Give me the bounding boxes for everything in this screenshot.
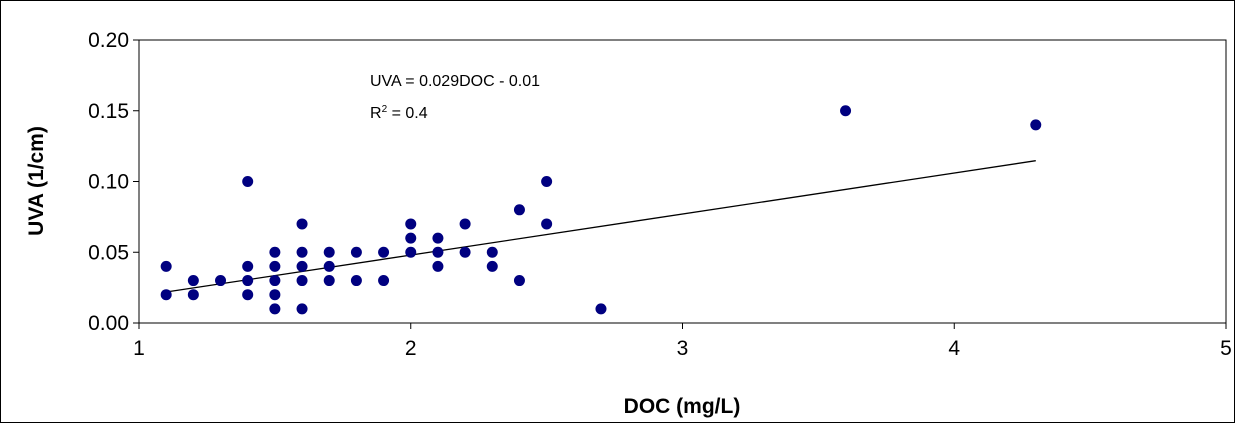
data-point xyxy=(160,289,172,301)
data-point xyxy=(242,176,254,187)
data-point xyxy=(459,218,471,230)
data-point xyxy=(296,260,308,272)
data-point xyxy=(350,275,362,287)
y-axis-ticks: 0.00 0.05 0.10 0.15 0.20 xyxy=(88,29,139,335)
x-tick-label: 5 xyxy=(1220,337,1232,360)
data-point xyxy=(840,105,852,117)
data-point xyxy=(405,246,417,258)
data-point xyxy=(432,260,444,272)
data-point xyxy=(269,275,281,287)
data-points xyxy=(160,105,1042,315)
y-tick-label: 0.10 xyxy=(88,171,129,194)
data-point xyxy=(486,260,498,272)
data-point xyxy=(595,303,607,315)
data-point xyxy=(541,218,553,230)
data-point xyxy=(187,275,199,287)
trendline-r-squared: R2 = 0.4 xyxy=(370,104,428,122)
data-point xyxy=(269,246,281,258)
data-point xyxy=(323,246,335,258)
data-point xyxy=(432,246,444,258)
x-tick-label: 3 xyxy=(677,337,689,360)
data-point xyxy=(269,289,281,301)
data-point xyxy=(296,303,308,315)
r2-value: = 0.4 xyxy=(387,105,428,122)
y-tick-label: 0.20 xyxy=(88,29,129,52)
data-point xyxy=(459,246,471,258)
data-point xyxy=(378,246,390,258)
data-point xyxy=(242,275,254,287)
data-point xyxy=(269,303,281,315)
trendline-layer xyxy=(166,160,1036,293)
x-axis-ticks: 1 2 3 4 5 xyxy=(133,323,1232,360)
data-point xyxy=(242,289,254,301)
data-point xyxy=(215,275,227,287)
data-point xyxy=(269,260,281,272)
trendline-equation: UVA = 0.029DOC - 0.01 xyxy=(370,73,540,90)
x-tick-label: 1 xyxy=(133,337,145,360)
data-point xyxy=(187,289,199,301)
data-point xyxy=(350,246,362,258)
trendline xyxy=(166,160,1036,293)
data-point xyxy=(378,275,390,287)
r2-prefix: R xyxy=(370,105,382,122)
x-axis-title: DOC (mg/L) xyxy=(624,395,741,418)
y-axis-title: UVA (1/cm) xyxy=(25,126,48,236)
y-tick-label: 0.15 xyxy=(88,100,129,123)
data-point xyxy=(541,176,553,187)
data-point xyxy=(432,232,444,244)
data-point xyxy=(242,260,254,272)
data-point xyxy=(296,275,308,287)
data-point xyxy=(486,246,498,258)
data-point xyxy=(160,260,172,272)
x-tick-label: 4 xyxy=(948,337,960,360)
data-point xyxy=(405,232,417,244)
data-point xyxy=(323,260,335,272)
x-tick-label: 2 xyxy=(405,337,417,360)
data-point xyxy=(323,275,335,287)
data-point xyxy=(513,204,525,216)
data-point xyxy=(296,246,308,258)
y-tick-label: 0.00 xyxy=(88,312,129,335)
r2-superscript: 2 xyxy=(382,104,388,115)
data-point xyxy=(1030,119,1042,131)
data-point xyxy=(296,218,308,230)
y-tick-label: 0.05 xyxy=(88,241,129,264)
data-point xyxy=(513,275,525,287)
data-point xyxy=(405,218,417,230)
